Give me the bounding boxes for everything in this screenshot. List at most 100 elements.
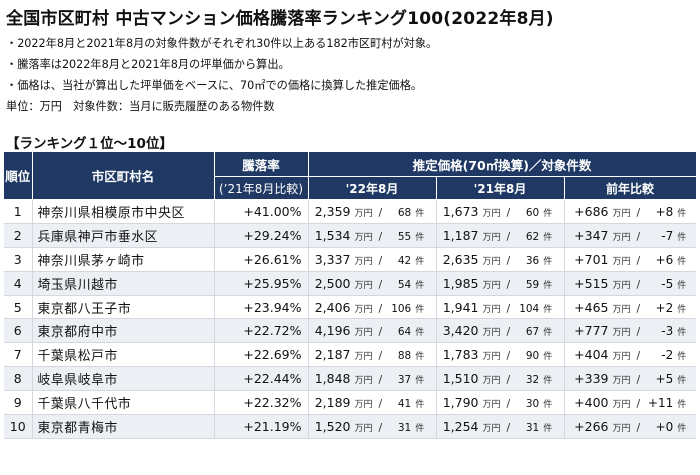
price-value: 1,790 bbox=[442, 395, 479, 411]
rate-cell: +22.72% bbox=[213, 318, 308, 344]
diff-cell: +266 万円 / +0 件 bbox=[563, 414, 697, 439]
diff-price-value: +686 bbox=[574, 203, 609, 219]
city-cell: 東京都青梅市 bbox=[31, 414, 214, 439]
diff-price-value: +400 bbox=[574, 395, 609, 411]
price-value: 3,420 bbox=[442, 323, 479, 339]
unit-man: 万円 bbox=[354, 304, 373, 315]
note-line: ・価格は、当社が算出した坪単価をベースに、70㎡での価格に換算した推定価格。 bbox=[6, 79, 423, 92]
rate-cell: +22.69% bbox=[213, 342, 308, 368]
count-value: 32 bbox=[525, 374, 540, 387]
price-value: 2,635 bbox=[442, 251, 479, 267]
unit-man: 万円 bbox=[354, 208, 373, 219]
unit-ken: 件 bbox=[677, 400, 687, 411]
diff-count-value: -3 bbox=[661, 324, 674, 339]
price-2021-cell: 3,420 万円 / 67 件 bbox=[435, 318, 564, 344]
unit-man: 万円 bbox=[482, 232, 501, 243]
price-2022-cell: 3,337 万円 / 42 件 bbox=[307, 247, 436, 272]
unit-ken: 件 bbox=[543, 376, 553, 387]
diff-count-value: +5 bbox=[655, 372, 674, 387]
diff-count-value: -5 bbox=[661, 276, 674, 291]
rank-cell: 10 bbox=[4, 414, 32, 439]
diff-price-value: +465 bbox=[574, 299, 609, 315]
unit-man: 万円 bbox=[482, 352, 501, 363]
slash-separator: / bbox=[378, 301, 383, 315]
unit-ken: 件 bbox=[415, 232, 425, 243]
count-value: 36 bbox=[525, 254, 540, 267]
slash-separator: / bbox=[636, 205, 641, 219]
section-title: 【ランキング１位～10位】 bbox=[6, 136, 173, 152]
slash-separator: / bbox=[378, 397, 383, 411]
price-value: 1,254 bbox=[442, 418, 479, 434]
price-value: 4,196 bbox=[314, 323, 351, 339]
slash-separator: / bbox=[636, 277, 641, 291]
unit-man: 万円 bbox=[612, 280, 631, 291]
slash-separator: / bbox=[378, 229, 383, 243]
city-cell: 千葉県松戸市 bbox=[31, 342, 214, 368]
unit-ken: 件 bbox=[677, 256, 687, 267]
count-value: 64 bbox=[397, 326, 412, 339]
diff-price-value: +266 bbox=[574, 418, 609, 434]
price-2021-cell: 1,783 万円 / 90 件 bbox=[435, 342, 564, 368]
count-value: 59 bbox=[525, 278, 540, 291]
count-value: 30 bbox=[525, 398, 540, 411]
slash-separator: / bbox=[378, 420, 383, 434]
unit-ken: 件 bbox=[415, 304, 425, 315]
price-value: 2,189 bbox=[314, 395, 351, 411]
table-row: 3 神奈川県茅ヶ崎市 +26.61% 3,337 万円/42 件 2,635 万円/36 件 +7… bbox=[4, 247, 697, 272]
city-cell: 東京都府中市 bbox=[31, 318, 214, 344]
price-value: 2,359 bbox=[314, 203, 351, 219]
rate-cell: +21.19% bbox=[213, 414, 308, 439]
header-price-group: 推定価格(70㎡換算)／対象件数 bbox=[308, 152, 697, 177]
unit-ken: 件 bbox=[677, 232, 687, 243]
notes: ・2022年8月と2021年8月の対象件数がそれぞれ30件以上ある182市区町村… bbox=[6, 33, 437, 117]
unit-man: 万円 bbox=[612, 304, 631, 315]
unit-ken: 件 bbox=[543, 232, 553, 243]
unit-ken: 件 bbox=[543, 352, 553, 363]
count-value: 67 bbox=[525, 326, 540, 339]
price-2021-cell: 1,985 万円 / 59 件 bbox=[435, 271, 564, 296]
unit-ken: 件 bbox=[543, 423, 553, 434]
rate-cell: +25.95% bbox=[213, 271, 308, 296]
diff-count-value: -7 bbox=[661, 228, 674, 243]
unit-man: 万円 bbox=[612, 256, 631, 267]
rank-cell: 1 bbox=[4, 199, 32, 224]
price-value: 1,520 bbox=[314, 418, 351, 434]
count-value: 55 bbox=[397, 230, 412, 243]
diff-count-value: -2 bbox=[661, 348, 674, 363]
unit-man: 万円 bbox=[482, 208, 501, 219]
header-diff: 前年比較 bbox=[564, 176, 697, 200]
price-2022-cell: 2,500 万円 / 54 件 bbox=[307, 271, 436, 296]
unit-ken: 件 bbox=[677, 376, 687, 387]
unit-man: 万円 bbox=[612, 232, 631, 243]
slash-separator: / bbox=[378, 373, 383, 387]
unit-man: 万円 bbox=[354, 328, 373, 339]
diff-price-value: +347 bbox=[574, 227, 609, 243]
price-value: 1,187 bbox=[442, 227, 479, 243]
count-value: 88 bbox=[397, 350, 412, 363]
unit-ken: 件 bbox=[677, 328, 687, 339]
table-row: 6 東京都府中市 +22.72% 4,196 万円/64 件 3,420 万円/67 件 +777… bbox=[4, 318, 697, 344]
slash-separator: / bbox=[506, 229, 511, 243]
slash-separator: / bbox=[506, 325, 511, 339]
rate-cell: +26.61% bbox=[213, 247, 308, 272]
slash-separator: / bbox=[378, 277, 383, 291]
table-row: 10 東京都青梅市 +21.19% 1,520 万円/31 件 1,254 万円/31 件 +26… bbox=[4, 414, 697, 439]
slash-separator: / bbox=[636, 325, 641, 339]
diff-cell: +347 万円 / -7 件 bbox=[563, 223, 697, 248]
slash-separator: / bbox=[636, 229, 641, 243]
unit-man: 万円 bbox=[354, 352, 373, 363]
price-2022-cell: 1,534 万円 / 55 件 bbox=[307, 223, 436, 248]
diff-price-value: +404 bbox=[574, 347, 609, 363]
city-cell: 東京都八王子市 bbox=[31, 295, 214, 320]
price-value: 2,500 bbox=[314, 275, 351, 291]
unit-man: 万円 bbox=[354, 423, 373, 434]
diff-price-value: +777 bbox=[574, 323, 609, 339]
price-2021-cell: 1,790 万円 / 30 件 bbox=[435, 390, 564, 416]
count-value: 31 bbox=[397, 421, 412, 434]
rate-cell: +29.24% bbox=[213, 223, 308, 248]
city-cell: 神奈川県茅ヶ崎市 bbox=[31, 247, 214, 272]
diff-price-value: +701 bbox=[574, 251, 609, 267]
diff-cell: +400 万円 / +11 件 bbox=[563, 390, 697, 416]
rank-cell: 8 bbox=[4, 366, 32, 392]
slash-separator: / bbox=[506, 349, 511, 363]
